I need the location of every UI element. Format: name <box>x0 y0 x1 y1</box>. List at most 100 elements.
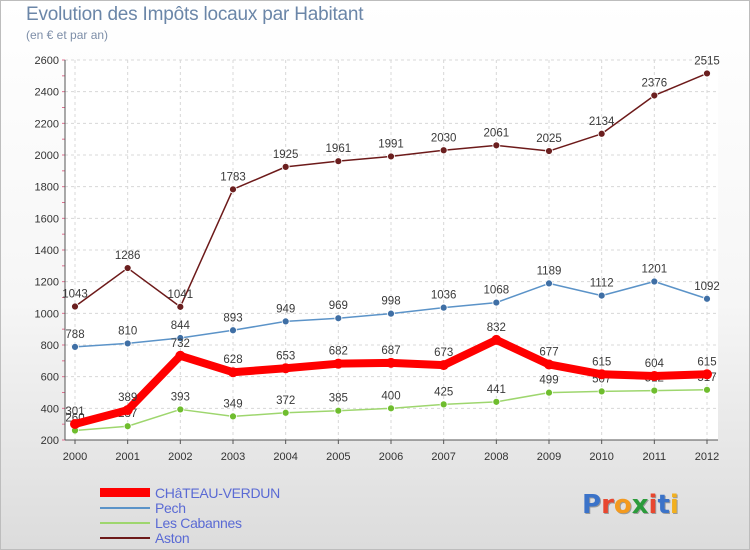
data-point-les-cabannes <box>545 388 553 397</box>
data-point-ch-teau-verdun <box>333 358 344 369</box>
data-label-les-cabannes: 499 <box>539 375 558 387</box>
data-label-pech: 969 <box>329 300 348 312</box>
data-label-les-cabannes: 385 <box>329 393 348 405</box>
data-point-ch-teau-verdun <box>491 334 502 345</box>
data-label-les-cabannes: 393 <box>171 391 190 403</box>
data-point-ch-teau-verdun <box>175 350 186 361</box>
data-label-aston: 2376 <box>642 77 668 89</box>
data-point-ch-teau-verdun <box>702 369 712 380</box>
data-label-aston: 1041 <box>168 289 194 301</box>
data-label-pech: 1092 <box>694 281 720 293</box>
x-tick-label: 2010 <box>589 451 613 463</box>
data-label-pech: 1201 <box>642 264 668 276</box>
data-point-pech <box>545 279 553 288</box>
data-label-pech: 998 <box>381 296 400 308</box>
data-point-aston <box>597 129 606 138</box>
x-tick-label: 2003 <box>221 451 245 463</box>
legend-label-pech: Pech <box>155 500 186 516</box>
legend-swatch-pech <box>100 507 150 509</box>
data-point-aston <box>387 152 395 161</box>
data-label-ch-teau-verdun: 673 <box>434 347 453 359</box>
data-label-pech: 1189 <box>537 265 562 277</box>
data-label-pech: 1112 <box>590 278 614 290</box>
data-label-ch-teau-verdun: 653 <box>276 350 295 362</box>
data-point-aston <box>439 146 448 155</box>
data-point-ch-teau-verdun <box>280 363 291 374</box>
y-tick-label: 1800 <box>35 182 59 194</box>
data-label-aston: 1991 <box>378 138 404 150</box>
data-point-ch-teau-verdun <box>438 360 449 371</box>
y-tick-label: 2400 <box>35 87 59 99</box>
data-label-pech: 1068 <box>484 285 510 297</box>
x-tick-label: 2002 <box>168 451 192 463</box>
data-point-pech <box>71 342 79 351</box>
data-point-pech <box>597 291 606 300</box>
logo-letter: t <box>657 490 670 520</box>
logo-letter: P <box>582 490 602 520</box>
data-point-aston <box>229 185 237 194</box>
data-point-pech <box>492 298 501 307</box>
legend-swatch-aston <box>100 537 150 539</box>
x-tick-label: 2011 <box>643 451 667 463</box>
data-label-ch-teau-verdun: 604 <box>645 358 665 370</box>
data-point-aston <box>123 264 132 272</box>
data-label-les-cabannes: 425 <box>434 386 453 398</box>
data-label-pech: 810 <box>118 325 137 337</box>
data-label-ch-teau-verdun: 732 <box>171 338 190 350</box>
y-tick-label: 1200 <box>35 277 59 289</box>
data-point-pech <box>123 339 132 348</box>
y-tick-label: 2000 <box>35 150 59 162</box>
data-point-ch-teau-verdun <box>386 357 396 368</box>
data-label-ch-teau-verdun: 687 <box>381 345 400 357</box>
data-point-les-cabannes <box>703 385 711 394</box>
data-label-aston: 2030 <box>431 132 457 144</box>
data-point-ch-teau-verdun <box>649 371 660 382</box>
data-label-ch-teau-verdun: 832 <box>487 322 506 334</box>
data-point-aston <box>492 141 501 150</box>
x-tick-label: 2005 <box>326 451 350 463</box>
data-point-pech <box>387 309 395 318</box>
data-label-aston: 2134 <box>589 116 615 128</box>
data-label-aston: 2515 <box>694 55 720 67</box>
data-label-ch-teau-verdun: 628 <box>223 354 242 366</box>
proxiti-logo: Proxiti <box>582 490 679 520</box>
data-label-les-cabannes: 372 <box>276 395 295 407</box>
data-point-aston <box>176 302 185 311</box>
data-point-les-cabannes <box>492 397 501 406</box>
x-tick-label: 2009 <box>537 451 561 463</box>
legend-swatch-les-cabannes <box>100 522 150 524</box>
data-point-ch-teau-verdun <box>596 369 607 380</box>
data-label-ch-teau-verdun: 615 <box>592 356 611 368</box>
data-label-aston: 2061 <box>484 127 510 139</box>
data-point-pech <box>439 303 448 312</box>
chart-subtitle: (en € et par an) <box>26 28 109 42</box>
data-label-les-cabannes: 400 <box>381 390 400 402</box>
data-label-pech: 788 <box>65 329 84 341</box>
data-point-les-cabannes <box>650 386 659 395</box>
data-label-pech: 893 <box>223 312 242 324</box>
y-tick-label: 200 <box>41 435 59 447</box>
x-tick-label: 2001 <box>115 451 139 463</box>
data-label-ch-teau-verdun: 301 <box>65 406 84 418</box>
data-point-aston <box>650 91 659 100</box>
logo-letter: i <box>669 490 679 520</box>
data-label-ch-teau-verdun: 682 <box>329 346 348 358</box>
y-tick-label: 400 <box>41 403 59 415</box>
x-tick-label: 2004 <box>273 451 297 463</box>
x-tick-label: 2000 <box>63 451 87 463</box>
data-label-pech: 949 <box>276 303 295 315</box>
data-point-aston <box>545 147 553 155</box>
data-label-aston: 1783 <box>220 171 246 183</box>
data-point-les-cabannes <box>176 405 185 414</box>
data-label-ch-teau-verdun: 389 <box>118 392 137 404</box>
logo-letter: i <box>648 490 658 520</box>
data-label-ch-teau-verdun: 677 <box>539 346 558 358</box>
data-label-ch-teau-verdun: 615 <box>697 356 716 368</box>
data-point-pech <box>281 317 290 326</box>
data-point-ch-teau-verdun <box>228 367 238 378</box>
legend-label-chateau-verdun: CHâTEAU-VERDUN <box>155 485 280 501</box>
data-label-aston: 1925 <box>273 149 299 161</box>
data-label-aston: 1961 <box>326 143 352 155</box>
data-point-pech <box>229 326 237 335</box>
x-tick-label: 2007 <box>431 451 455 463</box>
